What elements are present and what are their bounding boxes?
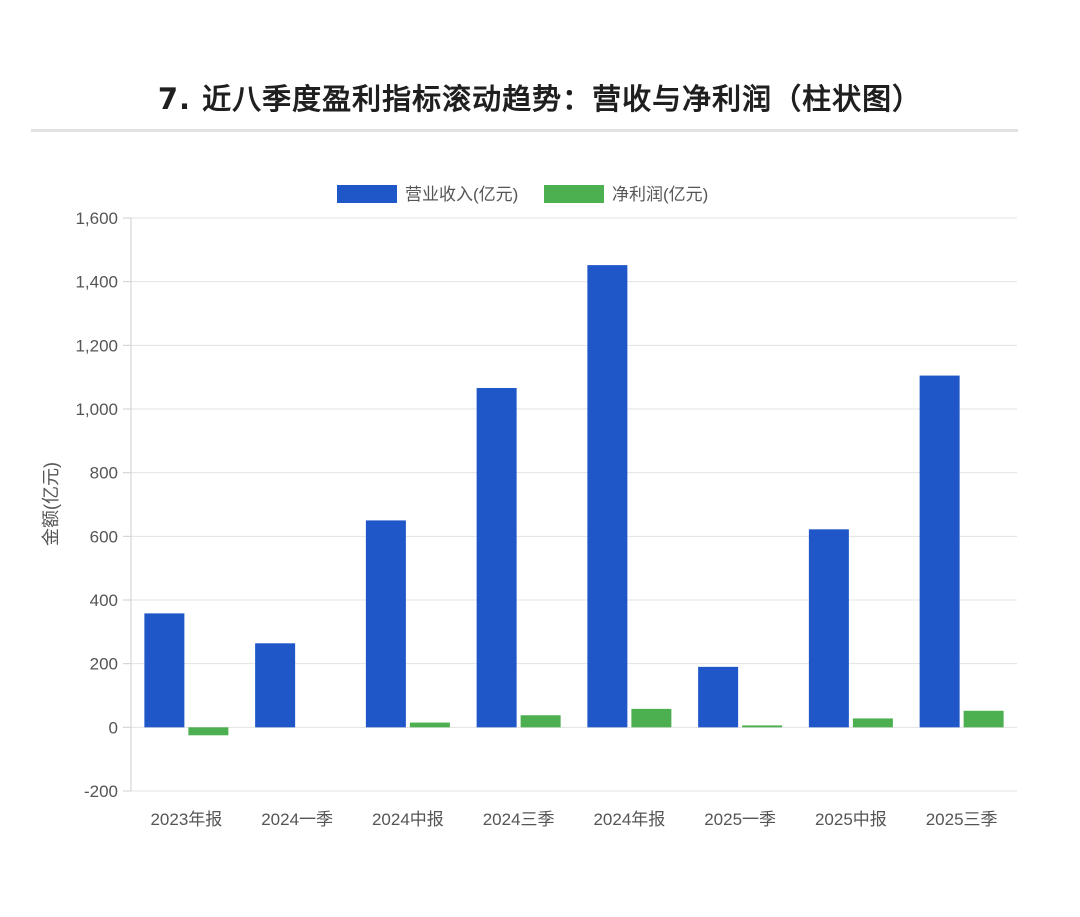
axes (123, 217, 132, 792)
y-tick-label: 800 (90, 464, 118, 483)
legend-label: 净利润(亿元) (612, 185, 708, 204)
y-tick-label: 0 (109, 718, 118, 737)
revenue-bar (144, 613, 185, 728)
y-tick-label: 1,400 (75, 273, 118, 292)
net-profit-bar (188, 727, 229, 736)
revenue-bar (587, 265, 628, 728)
revenue-bar (255, 643, 296, 728)
x-tick-label: 2025一季 (704, 810, 776, 829)
x-tick-label: 2023年报 (150, 810, 222, 829)
x-tick-label: 2024三季 (483, 810, 555, 829)
legend-item-net-profit[interactable]: 净利润(亿元) (544, 185, 708, 204)
legend-label: 营业收入(亿元) (405, 185, 518, 204)
legend-swatch (337, 185, 397, 203)
revenue-bar (476, 387, 517, 728)
net-profit-bar (963, 710, 1004, 728)
net-profit-bar (409, 722, 450, 728)
x-tick-label: 2025三季 (926, 810, 998, 829)
x-tick-label: 2024中报 (372, 810, 444, 829)
legend-swatch (544, 185, 604, 203)
revenue-bar (365, 520, 406, 728)
bars (144, 265, 1004, 736)
revenue-bar (698, 666, 739, 728)
x-tick-label: 2024一季 (261, 810, 333, 829)
y-tick-label: 600 (90, 527, 118, 546)
revenue-bar (808, 529, 849, 728)
net-profit-bar (852, 718, 893, 728)
page-title: 7. 近八季度盈利指标滚动趋势：营收与净利润（柱状图） (157, 82, 923, 116)
net-profit-bar (631, 708, 672, 728)
revenue-bar (919, 375, 960, 728)
legend-item-revenue[interactable]: 营业收入(亿元) (337, 185, 518, 204)
x-tick-label: 2024年报 (593, 810, 665, 829)
title-divider (31, 129, 1018, 132)
y-tick-label: 400 (90, 591, 118, 610)
tick-labels: -200 0 200 400 600 800 1,000 1,200 1,400 1,600 202… (75, 209, 997, 829)
net-profit-bar (520, 715, 561, 728)
y-tick-label: 200 (90, 655, 118, 674)
y-tick-label: 1,600 (75, 209, 118, 228)
y-axis-label: 金额(亿元) (41, 462, 61, 546)
y-tick-label: 1,200 (75, 336, 118, 355)
y-tick-label: -200 (84, 782, 118, 801)
net-profit-bar (742, 725, 783, 728)
y-tick-label: 1,000 (75, 400, 118, 419)
x-tick-label: 2025中报 (815, 810, 887, 829)
legend[interactable]: 营业收入(亿元) 净利润(亿元) (337, 185, 708, 204)
